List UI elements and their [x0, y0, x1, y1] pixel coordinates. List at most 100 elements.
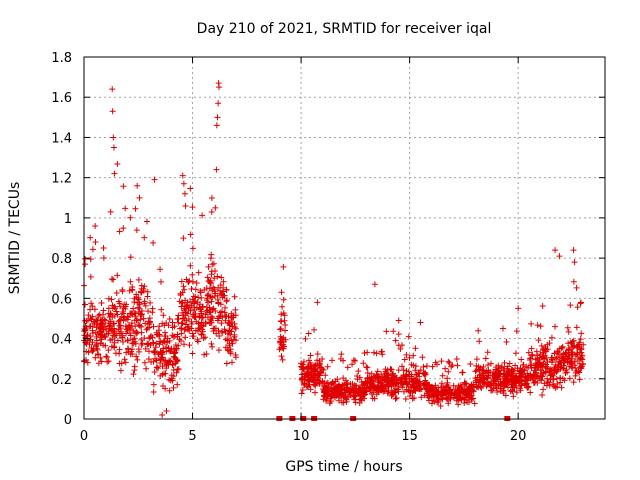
data-point: [108, 275, 115, 282]
data-point: [549, 354, 556, 361]
data-point: [501, 366, 508, 373]
data-point: [230, 312, 237, 319]
x-axis-label: GPS time / hours: [285, 459, 402, 475]
data-point: [182, 334, 189, 341]
data-point: [127, 278, 134, 285]
y-tick-label: 0.4: [51, 333, 72, 348]
data-point: [102, 317, 109, 324]
data-point: [114, 311, 121, 318]
data-point: [184, 324, 191, 331]
data-point: [281, 312, 288, 319]
data-point: [204, 292, 211, 299]
data-point: [141, 298, 148, 305]
data-point: [435, 399, 442, 406]
data-point: [111, 303, 118, 310]
data-point: [495, 376, 502, 383]
data-point: [462, 380, 469, 387]
data-point: [85, 312, 92, 319]
data-point: [388, 392, 395, 399]
data-point: [95, 360, 102, 367]
data-point: [526, 357, 533, 364]
data-point: [175, 312, 182, 319]
data-point: [403, 351, 410, 358]
data-point: [339, 382, 346, 389]
data-point: [229, 359, 236, 366]
data-point: [493, 364, 500, 371]
data-point: [512, 362, 519, 369]
data-point: [144, 288, 151, 295]
data-point: [143, 365, 150, 372]
data-point: [111, 343, 118, 350]
data-point: [409, 395, 416, 402]
data-point: [438, 358, 445, 365]
data-point: [87, 333, 94, 340]
data-point: [533, 367, 540, 374]
data-point: [117, 303, 124, 310]
data-point: [344, 381, 351, 388]
data-point: [410, 382, 417, 389]
data-point: [539, 392, 546, 399]
data-point: [89, 347, 96, 354]
data-point: [439, 372, 446, 379]
data-point: [214, 114, 221, 121]
data-point: [501, 359, 508, 366]
data-point: [461, 381, 468, 388]
data-point: [352, 357, 359, 364]
data-point: [368, 391, 375, 398]
data-point: [99, 333, 106, 340]
data-point: [135, 304, 142, 311]
data-point: [322, 393, 329, 400]
data-point: [86, 341, 93, 348]
data-point: [98, 299, 105, 306]
data-point: [518, 356, 525, 363]
data-point: [189, 245, 196, 252]
data-point: [569, 344, 576, 351]
y-tick-label: 1.2: [51, 172, 72, 187]
data-point: [397, 346, 404, 353]
data-point: [143, 218, 150, 225]
data-point: [214, 296, 221, 303]
data-point: [223, 298, 230, 305]
data-point: [334, 383, 341, 390]
data-point: [278, 318, 285, 325]
data-point: [454, 362, 461, 369]
data-point: [494, 388, 501, 395]
data-point: [172, 360, 179, 367]
data-point: [282, 336, 289, 343]
data-point: [127, 214, 134, 221]
data-point: [352, 392, 359, 399]
data-point: [537, 323, 544, 330]
data-point: [105, 295, 112, 302]
data-point: [166, 387, 173, 394]
data-point: [119, 309, 126, 316]
data-point: [363, 379, 370, 386]
data-point: [218, 290, 225, 297]
data-point: [105, 347, 112, 354]
data-point: [349, 361, 356, 368]
data-point: [546, 340, 553, 347]
data-point: [187, 262, 194, 269]
data-point: [468, 396, 475, 403]
data-point: [164, 335, 171, 342]
chart-title: Day 210 of 2021, SRMTID for receiver iqa…: [197, 21, 492, 37]
data-point: [392, 337, 399, 344]
data-point: [573, 284, 580, 291]
data-point: [133, 328, 140, 335]
data-point: [156, 341, 163, 348]
data-point: [412, 363, 419, 370]
data-point: [145, 356, 152, 363]
data-point: [329, 357, 336, 364]
data-point: [179, 172, 186, 179]
data-point: [174, 381, 181, 388]
data-point: [340, 399, 347, 406]
data-point: [490, 385, 497, 392]
data-point: [437, 402, 444, 409]
data-point: [547, 376, 554, 383]
data-point: [127, 332, 134, 339]
data-point: [147, 334, 154, 341]
data-point: [538, 377, 545, 384]
data-point: [350, 386, 357, 393]
data-point: [356, 387, 363, 394]
data-point: [110, 144, 117, 151]
data-point: [298, 371, 305, 378]
